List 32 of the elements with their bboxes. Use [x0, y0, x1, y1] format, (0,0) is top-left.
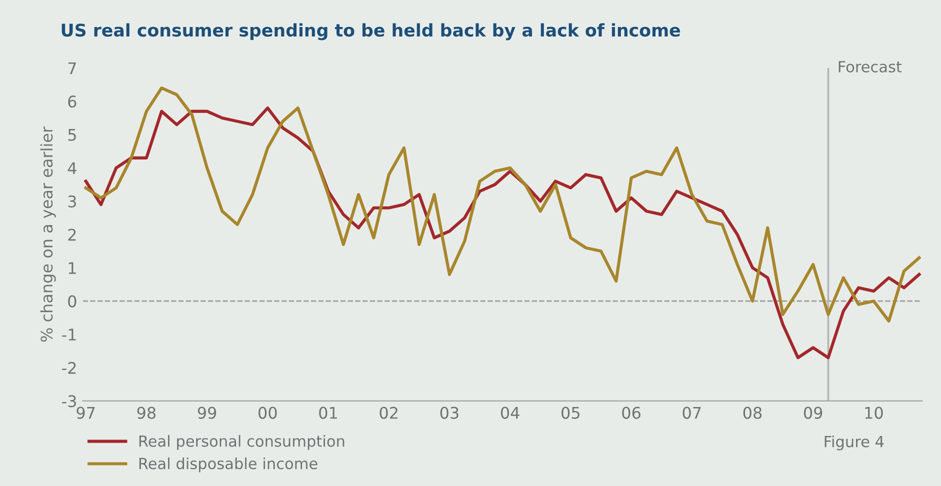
y-tick-label: 6: [68, 96, 76, 108]
chart-title: US real consumer spending to be held back by a lack of income: [62, 23, 680, 40]
legend-label: Real disposable income: [139, 457, 318, 472]
x-tick-label: 97: [76, 406, 95, 419]
x-tick-label: 10: [865, 406, 883, 419]
y-tick-label: 5: [68, 129, 76, 141]
y-tick-label: 3: [68, 195, 76, 208]
y-tick-label: 7: [68, 62, 76, 74]
x-tick-label: 00: [258, 406, 277, 419]
x-tick-label: 02: [380, 406, 398, 419]
x-tick-label: 05: [562, 406, 580, 419]
x-tick-label: 03: [440, 406, 458, 419]
legend-label: Real personal consumption: [139, 435, 344, 450]
y-axis-title: % change on a year earlier: [40, 126, 56, 342]
y-tick-label: -1: [62, 328, 76, 340]
y-tick-label: 1: [68, 262, 76, 274]
y-tick-label: -3: [62, 395, 76, 408]
x-tick-label: 08: [743, 406, 762, 419]
y-tick-label: 0: [68, 295, 76, 308]
caption: Figure 4: [824, 436, 884, 450]
y-tick-label: 4: [68, 162, 76, 174]
x-tick-label: 98: [137, 406, 156, 419]
line-series: [84, 86, 921, 323]
x-tick-label: 04: [500, 406, 520, 419]
y-tick-label: -2: [62, 362, 76, 374]
ref-line-label: Forecast: [838, 61, 902, 72]
x-tick-label: 06: [622, 406, 640, 419]
x-tick-label: 09: [804, 406, 822, 419]
y-tick-label: 2: [68, 228, 76, 241]
x-tick-label: 07: [682, 406, 701, 419]
x-tick-label: 99: [198, 406, 216, 419]
x-tick-label: 01: [319, 406, 337, 419]
